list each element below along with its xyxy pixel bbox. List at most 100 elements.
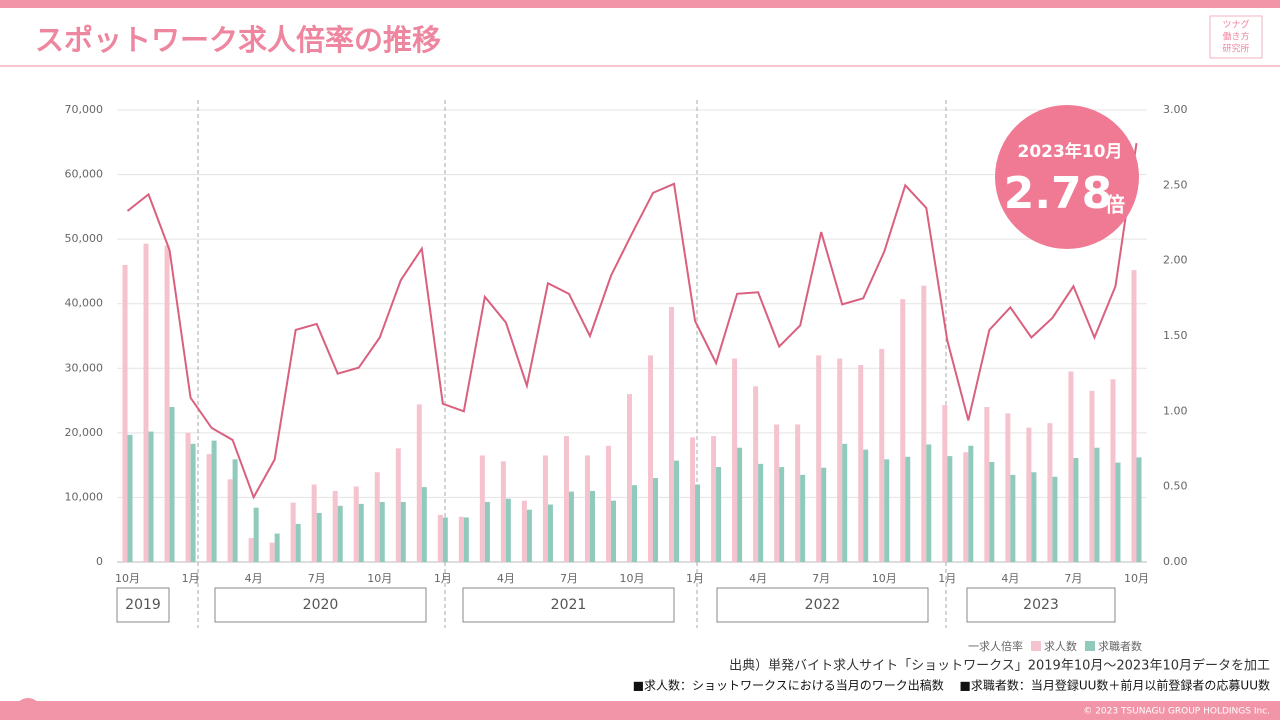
bar bbox=[1052, 476, 1058, 562]
bar bbox=[732, 358, 738, 562]
logo-text: 働き方 bbox=[1222, 31, 1249, 43]
x-tick-label: 4月 bbox=[1001, 572, 1019, 585]
bar bbox=[316, 512, 322, 562]
bar bbox=[169, 407, 175, 562]
bar bbox=[164, 245, 170, 562]
bar bbox=[1031, 472, 1037, 562]
bar bbox=[290, 502, 296, 562]
bar bbox=[653, 478, 659, 562]
bar bbox=[674, 460, 680, 562]
bar bbox=[421, 487, 427, 562]
bar bbox=[484, 501, 490, 562]
bar bbox=[206, 454, 212, 562]
bar bbox=[416, 404, 422, 562]
bar bbox=[837, 358, 843, 562]
bar bbox=[968, 445, 974, 562]
bar bbox=[589, 490, 595, 562]
bar bbox=[690, 437, 696, 562]
bar bbox=[458, 516, 464, 562]
bar bbox=[353, 486, 359, 562]
bar bbox=[605, 445, 611, 562]
year-label: 2019 bbox=[125, 597, 161, 613]
bar bbox=[800, 474, 806, 562]
bar bbox=[905, 456, 911, 562]
callout-value: 2.78 bbox=[1004, 168, 1113, 219]
bar bbox=[989, 461, 995, 562]
bar bbox=[185, 432, 191, 562]
year-label: 2021 bbox=[551, 597, 587, 613]
bar bbox=[1136, 457, 1142, 562]
x-tick-label: 4月 bbox=[749, 572, 767, 585]
bar bbox=[1094, 447, 1100, 562]
callout-unit: 倍 bbox=[1105, 193, 1125, 217]
bar bbox=[1068, 371, 1074, 562]
logo-text: ツナグ bbox=[1222, 19, 1249, 31]
x-tick-label: 1月 bbox=[938, 572, 956, 585]
bar bbox=[253, 507, 259, 562]
y-tick-label: 30,000 bbox=[65, 361, 104, 374]
bar bbox=[842, 443, 848, 562]
legend-label: 一求人倍率 bbox=[968, 639, 1023, 653]
bar bbox=[879, 348, 885, 562]
bar bbox=[858, 365, 864, 562]
year-label: 2020 bbox=[303, 597, 339, 613]
bar bbox=[821, 467, 827, 562]
note: ■求人数：ショットワークスにおける当月のワーク出稿数 ■求職者数：当月登録UU数… bbox=[633, 678, 1270, 693]
bar bbox=[505, 498, 511, 562]
bar bbox=[232, 459, 238, 562]
callout-date: 2023年10月 bbox=[1018, 141, 1123, 162]
bar bbox=[143, 243, 149, 563]
legend-swatch bbox=[1085, 641, 1095, 651]
y-tick-label: 70,000 bbox=[65, 103, 104, 116]
bar bbox=[274, 533, 280, 562]
y2-tick-label: 2.00 bbox=[1163, 254, 1188, 267]
year-box bbox=[214, 587, 427, 623]
bar bbox=[332, 490, 338, 562]
bar bbox=[542, 455, 548, 562]
x-tick-label: 1月 bbox=[434, 572, 452, 585]
x-tick-label: 10月 bbox=[872, 572, 897, 585]
bar bbox=[295, 523, 301, 562]
bar bbox=[479, 455, 485, 562]
y-tick-label: 10,000 bbox=[65, 490, 104, 503]
corner-dot bbox=[14, 698, 42, 720]
bar bbox=[921, 285, 927, 562]
x-tick-label: 10月 bbox=[1124, 572, 1149, 585]
bar bbox=[358, 503, 364, 562]
x-tick-label: 7月 bbox=[560, 572, 578, 585]
y-tick-label: 50,000 bbox=[65, 232, 104, 245]
legend-label: 求職者数 bbox=[1098, 640, 1142, 653]
bar bbox=[248, 538, 254, 562]
bar bbox=[190, 443, 196, 562]
bar bbox=[795, 424, 801, 562]
year-box bbox=[116, 587, 170, 623]
bar bbox=[1110, 379, 1116, 562]
callout-circle bbox=[995, 105, 1139, 249]
x-tick-label: 10月 bbox=[115, 572, 140, 585]
bar bbox=[1026, 427, 1032, 562]
year-label: 2023 bbox=[1023, 597, 1059, 613]
logo-box bbox=[1209, 15, 1263, 59]
bar bbox=[269, 542, 275, 562]
y-tick-label: 0 bbox=[96, 555, 103, 568]
bar bbox=[526, 509, 532, 562]
y2-tick-label: 1.00 bbox=[1163, 404, 1188, 417]
bar bbox=[122, 264, 128, 562]
x-tick-label: 1月 bbox=[182, 572, 200, 585]
bar bbox=[442, 517, 448, 562]
plot: 0 10,000 20,000 30,000 40,000 50,000 60,000 70,… bbox=[65, 100, 1188, 653]
bar bbox=[963, 452, 969, 562]
bar bbox=[437, 514, 443, 562]
y2-tick-label: 1.50 bbox=[1163, 329, 1188, 342]
x-tick-label: 7月 bbox=[1064, 572, 1082, 585]
bar bbox=[1115, 462, 1121, 562]
top-band bbox=[0, 0, 1280, 8]
x-tick-label: 4月 bbox=[245, 572, 263, 585]
bar bbox=[758, 463, 764, 562]
bar bbox=[737, 447, 743, 562]
bar bbox=[627, 394, 632, 562]
bar bbox=[374, 472, 380, 562]
source: 出典）単発バイト求人サイト「ショットワークス」2019年10月～2023年10月… bbox=[729, 658, 1270, 674]
bar bbox=[1010, 474, 1016, 562]
copyright: © 2023 TSUNAGU GROUP HOLDINGS Inc. bbox=[1083, 707, 1270, 717]
